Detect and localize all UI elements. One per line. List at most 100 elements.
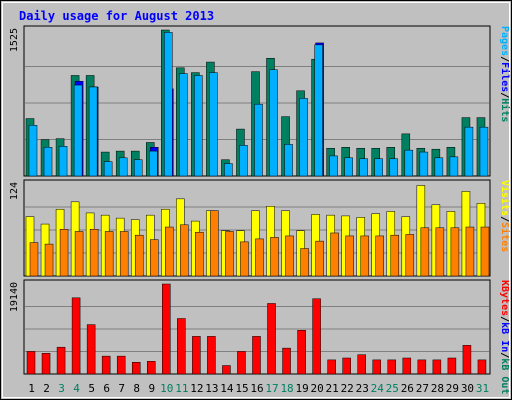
day-label-27: 27 <box>416 382 429 395</box>
bar-files-day-17 <box>269 69 278 177</box>
day-label-8: 8 <box>133 382 140 395</box>
bar-kbytes-day-16 <box>252 336 261 375</box>
panel-hits: 1525 Pages/Files/Hits <box>9 25 511 177</box>
panel-kbytes: 19140 KBytes/kB In/kB Out <box>9 279 510 394</box>
bar-sites-day-14 <box>225 231 234 277</box>
bar-kbytes-day-25 <box>387 359 397 375</box>
day-label-4: 4 <box>73 382 80 395</box>
bar-sites-day-8 <box>134 234 144 277</box>
bar-kbytes-day-10 <box>162 283 171 375</box>
bar-sites-day-5 <box>89 229 99 277</box>
day-label-1: 1 <box>28 382 35 395</box>
legend-entry: / <box>499 316 510 322</box>
bar-sites-day-18 <box>285 235 294 277</box>
bar-sites-day-17 <box>270 237 279 277</box>
bar-sites-day-24 <box>375 235 384 277</box>
bar-sites-day-26 <box>405 234 415 277</box>
bar-kbytes-day-21 <box>327 359 336 375</box>
day-label-25: 25 <box>386 382 399 395</box>
bar-kbytes-day-14 <box>222 365 231 375</box>
day-label-12: 12 <box>190 382 203 395</box>
chart-title: Daily usage for August 2013 <box>19 9 214 23</box>
bar-sites-day-4 <box>74 231 84 277</box>
legend-entry: kB Out <box>499 358 510 394</box>
bar-files-day-6 <box>103 161 113 177</box>
legend-entry: Visits <box>499 180 511 216</box>
bar-sites-day-15 <box>240 241 249 277</box>
bar-kbytes-day-23 <box>357 354 366 375</box>
day-label-24: 24 <box>371 382 385 395</box>
bar-kbytes-day-2 <box>41 353 51 375</box>
bar-sites-day-9 <box>150 239 159 277</box>
bar-files-day-18 <box>284 144 293 177</box>
day-label-11: 11 <box>175 382 188 395</box>
bar-files-day-31 <box>479 126 489 177</box>
bar-sites-day-13 <box>210 210 219 277</box>
bar-kbytes-day-29 <box>447 357 457 375</box>
day-label-26: 26 <box>401 382 414 395</box>
legend-entry: kB In <box>499 322 510 352</box>
bar-kbytes-day-19 <box>297 330 306 375</box>
panel-max-label: 19140 <box>9 282 20 312</box>
bar-files-day-8 <box>133 159 143 177</box>
bar-files-day-24 <box>374 158 383 177</box>
bar-kbytes-day-20 <box>312 298 321 375</box>
bar-files-day-14 <box>224 163 233 177</box>
bar-sites-day-1 <box>29 242 39 277</box>
day-labels: 1 2 3 4 5 6 7 8 9 10 11 12 13 14 15 16 17 18 19 20 21 22 23 24 2… <box>28 382 489 395</box>
bar-kbytes-day-24 <box>372 359 381 375</box>
day-label-3: 3 <box>58 382 65 395</box>
bar-sites-day-2 <box>44 243 54 277</box>
day-label-19: 19 <box>295 382 308 395</box>
legend-entry: / <box>499 56 510 62</box>
day-label-18: 18 <box>280 382 293 395</box>
bar-sites-day-6 <box>104 231 114 277</box>
legend-entry: KBytes <box>499 280 510 316</box>
legend-entry: / <box>499 92 510 98</box>
bar-kbytes-day-8 <box>131 361 141 375</box>
bar-files-day-3 <box>58 146 68 177</box>
legend-entry: / <box>499 216 510 222</box>
day-label-7: 7 <box>118 382 125 395</box>
bar-kbytes-day-7 <box>116 355 126 375</box>
bar-kbytes-day-4 <box>71 297 81 375</box>
bar-files-day-20 <box>314 44 323 177</box>
bar-kbytes-day-13 <box>207 336 216 375</box>
bar-kbytes-day-1 <box>26 351 36 375</box>
bar-files-day-9 <box>149 150 158 177</box>
bar-kbytes-day-27 <box>417 359 427 375</box>
day-label-15: 15 <box>235 382 248 395</box>
bar-kbytes-day-11 <box>177 318 186 375</box>
day-label-30: 30 <box>461 382 474 395</box>
bar-sites-day-19 <box>300 248 309 277</box>
bar-kbytes-day-6 <box>101 355 111 375</box>
bar-kbytes-day-12 <box>192 336 201 375</box>
bar-sites-day-11 <box>180 224 189 277</box>
day-label-17: 17 <box>265 382 278 395</box>
bar-kbytes-day-15 <box>237 351 246 375</box>
day-label-22: 22 <box>341 382 354 395</box>
bar-kbytes-day-22 <box>342 357 351 375</box>
bar-files-day-1 <box>28 125 38 177</box>
day-label-31: 31 <box>476 382 489 395</box>
bar-sites-day-7 <box>119 231 129 277</box>
panel-max-label: 1525 <box>9 28 20 52</box>
bar-files-day-13 <box>209 72 218 177</box>
bar-files-day-15 <box>239 145 248 177</box>
bar-files-day-12 <box>194 75 203 177</box>
bar-kbytes-day-31 <box>477 359 487 375</box>
bar-sites-day-16 <box>255 238 264 277</box>
day-label-6: 6 <box>103 382 110 395</box>
bar-sites-day-10 <box>165 226 174 277</box>
day-label-2: 2 <box>43 382 50 395</box>
bar-files-day-30 <box>464 126 474 177</box>
bar-files-day-27 <box>419 151 429 177</box>
panel-bars <box>26 283 487 375</box>
bar-sites-day-12 <box>195 231 204 277</box>
legend-entry: Pages <box>499 26 510 56</box>
bar-files-day-29 <box>449 156 459 177</box>
panel-legend: KBytes/kB In/kB Out <box>499 280 510 394</box>
panel-legend: Visits/Sites <box>499 180 511 252</box>
bar-sites-day-25 <box>390 234 400 277</box>
bar-sites-day-21 <box>330 232 339 277</box>
